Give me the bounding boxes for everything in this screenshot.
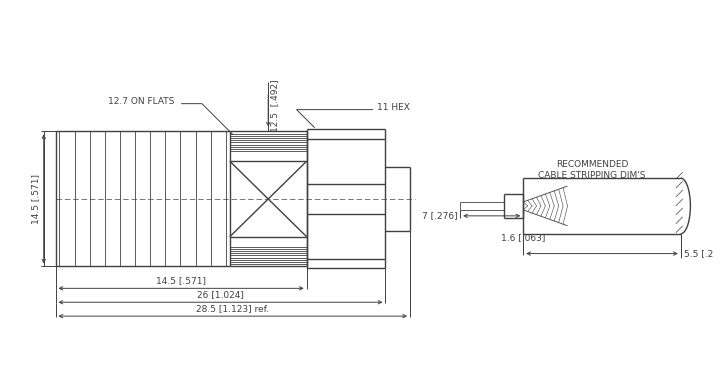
Text: 26 [1.024]: 26 [1.024] xyxy=(197,290,244,299)
Text: 14.5 [.571]: 14.5 [.571] xyxy=(156,276,206,285)
Text: 28.5 [1.123] ref.: 28.5 [1.123] ref. xyxy=(197,304,269,313)
Text: 12.5  [.492]: 12.5 [.492] xyxy=(270,79,279,132)
Text: 1.6 [.063]: 1.6 [.063] xyxy=(501,233,546,242)
Text: 12.7 ON FLATS: 12.7 ON FLATS xyxy=(108,97,174,106)
Text: 11 HEX: 11 HEX xyxy=(377,103,410,112)
Text: 7 [.276]: 7 [.276] xyxy=(422,212,457,221)
Text: RECOMMENDED
CABLE STRIPPING DIM'S: RECOMMENDED CABLE STRIPPING DIM'S xyxy=(539,160,646,179)
Text: 5.5 [.2: 5.5 [.2 xyxy=(684,249,713,258)
Text: 14.5 [.571]: 14.5 [.571] xyxy=(31,174,40,224)
